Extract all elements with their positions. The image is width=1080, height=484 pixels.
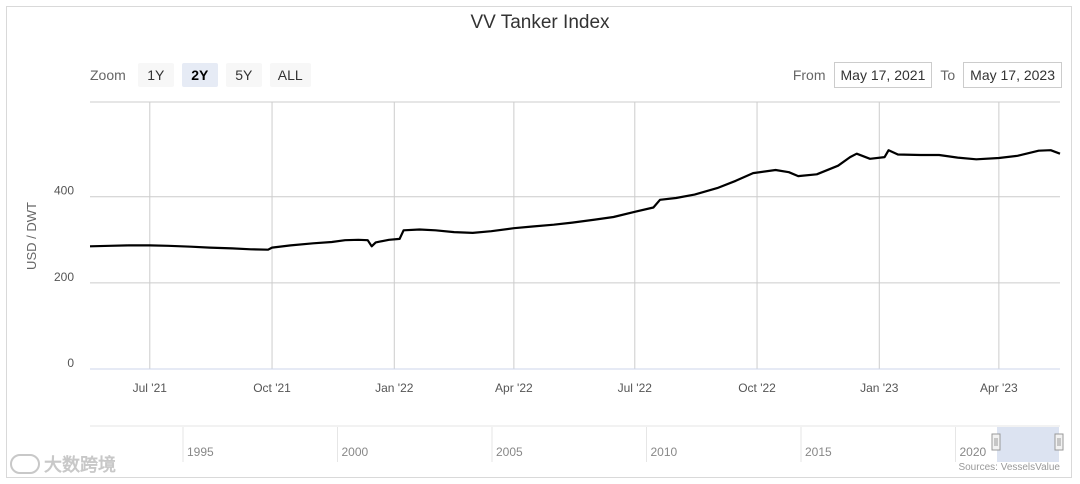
from-label: From <box>792 67 826 83</box>
x-tick-label: Apr '23 <box>980 381 1018 395</box>
navigator-tick-label: 2020 <box>960 445 987 459</box>
navigator[interactable]: 1995 2000 2005 2010 2015 2020 <box>90 425 1064 462</box>
y-axis-label: USD / DWT <box>24 202 39 270</box>
chart-container <box>6 6 1072 478</box>
credits: Sources: VesselsValue <box>958 462 1060 473</box>
x-tick-label: Jan '22 <box>375 381 414 395</box>
from-date-input[interactable]: May 17, 2021 <box>833 62 933 88</box>
zoom-bar: Zoom 1Y 2Y 5Y ALL <box>90 62 311 88</box>
navigator-tick-label: 2015 <box>805 445 832 459</box>
navigator-tick-label: 2000 <box>342 445 369 459</box>
watermark-text: 大数跨境 <box>44 455 116 475</box>
zoom-label: Zoom <box>90 67 126 83</box>
navigator-tick-label: 2005 <box>496 445 523 459</box>
series-line[interactable] <box>89 149 1061 251</box>
x-tick-label: Jul '22 <box>618 381 653 395</box>
x-tick-label: Oct '22 <box>738 381 776 395</box>
chart-title: VV Tanker Index <box>470 12 610 33</box>
grid-layer <box>90 101 1060 370</box>
x-tick-label: Oct '21 <box>253 381 291 395</box>
navigator-right-handle[interactable] <box>1054 433 1064 451</box>
navigator-ticks: 1995 2000 2005 2010 2015 2020 <box>182 427 987 462</box>
x-tick-label: Jul '21 <box>133 381 168 395</box>
date-range: From May 17, 2021 To May 17, 2023 <box>793 62 1062 88</box>
watermark: 大数跨境 <box>10 451 116 477</box>
y-tick-label: 400 <box>54 184 74 198</box>
y-tick-label: 200 <box>54 270 74 284</box>
y-tick-label: 0 <box>67 356 74 370</box>
x-tick-labels: Jul '21 Oct '21 Jan '22 Apr '22 Jul '22 Oct '… <box>133 381 1018 395</box>
zoom-1y-button[interactable]: 1Y <box>137 63 174 87</box>
to-date-input[interactable]: May 17, 2023 <box>963 62 1062 88</box>
navigator-tick-label: 2010 <box>651 445 678 459</box>
zoom-2y-button[interactable]: 2Y <box>181 63 218 87</box>
x-tick-label: Apr '22 <box>495 381 533 395</box>
zoom-5y-button[interactable]: 5Y <box>225 63 262 87</box>
navigator-tick-label: 1995 <box>187 445 214 459</box>
navigator-selection[interactable] <box>997 427 1059 462</box>
x-tick-label: Jan '23 <box>860 381 899 395</box>
y-tick-labels: 0 200 400 <box>54 184 74 370</box>
to-label: To <box>940 67 956 83</box>
watermark-logo-icon <box>10 454 40 474</box>
navigator-left-handle[interactable] <box>991 433 1001 451</box>
zoom-all-button[interactable]: ALL <box>269 63 311 87</box>
